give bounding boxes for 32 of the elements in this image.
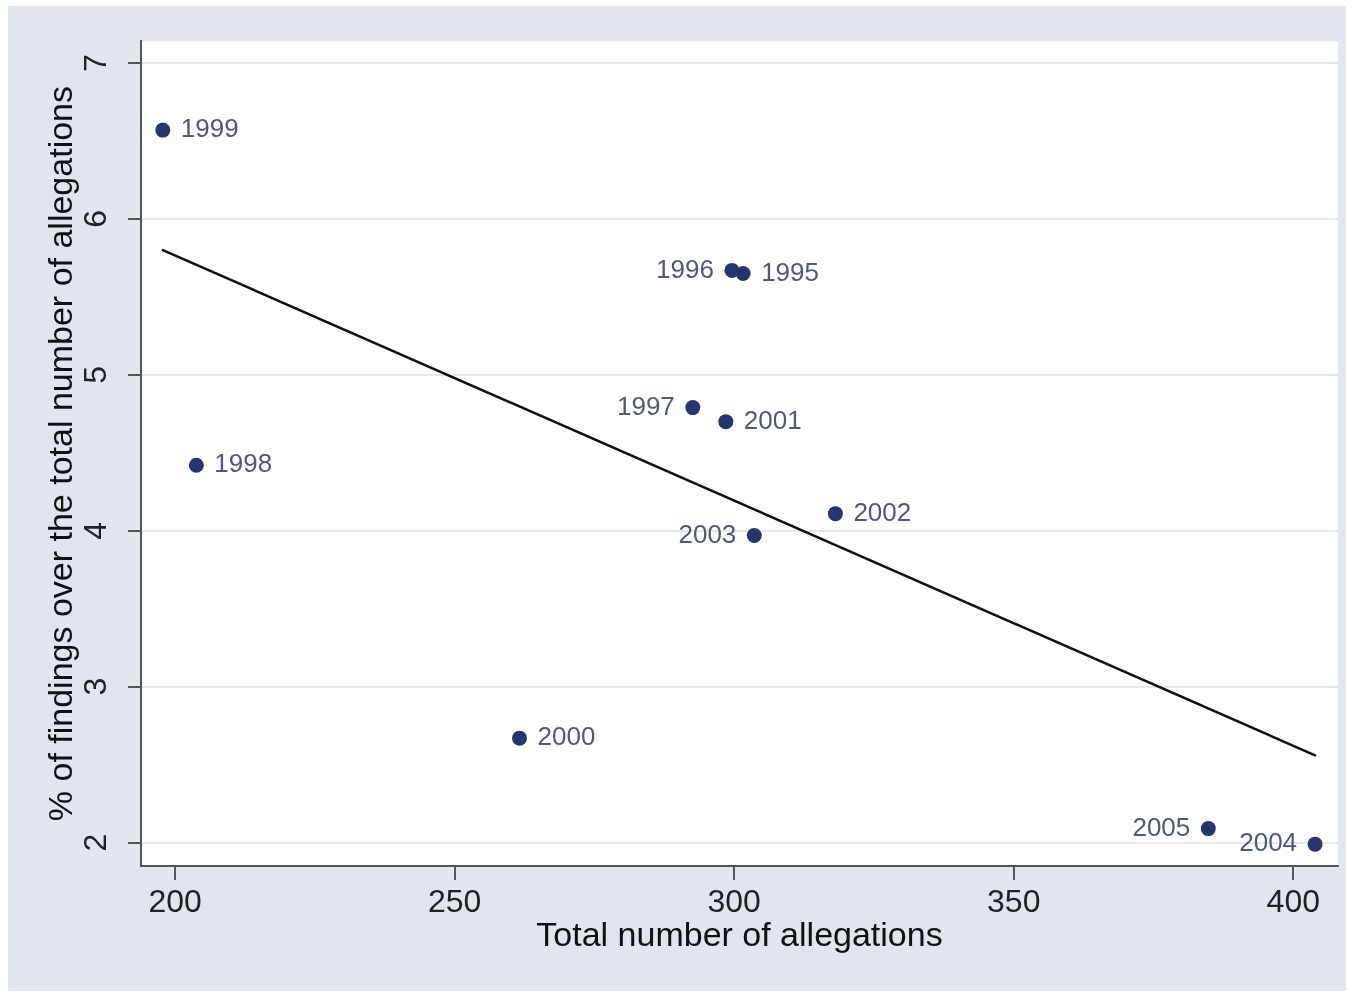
annotation: 2002 <box>853 496 912 527</box>
annotation: 1999 <box>180 113 239 144</box>
annotation: 2000 <box>537 721 596 752</box>
annotation: 2003 <box>678 518 737 549</box>
point <box>827 506 843 522</box>
y-tick-label: 2 <box>76 833 113 852</box>
y-tick-label: 3 <box>76 677 113 696</box>
annotation: 1996 <box>656 253 714 284</box>
x-tick-label: 400 <box>1266 883 1320 920</box>
point <box>188 457 204 473</box>
point <box>746 527 762 543</box>
point <box>512 730 527 746</box>
point <box>724 262 740 278</box>
annotation: 2004 <box>1239 827 1298 858</box>
annotation: 2001 <box>743 404 802 435</box>
point <box>1307 836 1323 852</box>
annotation: 1995 <box>761 256 819 287</box>
point <box>155 122 171 138</box>
y-tick-label: 6 <box>76 210 113 228</box>
annotation: 1998 <box>214 448 273 479</box>
annotation: 2005 <box>1132 811 1191 842</box>
y-axis-title: % of findings over the total number of allegations <box>40 85 79 822</box>
point <box>718 414 734 430</box>
point <box>685 400 701 416</box>
y-tick-label: 4 <box>76 521 113 540</box>
y-tick-label: 5 <box>76 365 113 384</box>
x-tick-label: 200 <box>148 883 202 920</box>
x-tick-label: 250 <box>427 883 482 920</box>
annotation: 1997 <box>616 390 675 421</box>
point <box>1200 821 1216 837</box>
x-tick-label: 350 <box>987 883 1041 920</box>
y-tick-label: 7 <box>76 54 113 72</box>
